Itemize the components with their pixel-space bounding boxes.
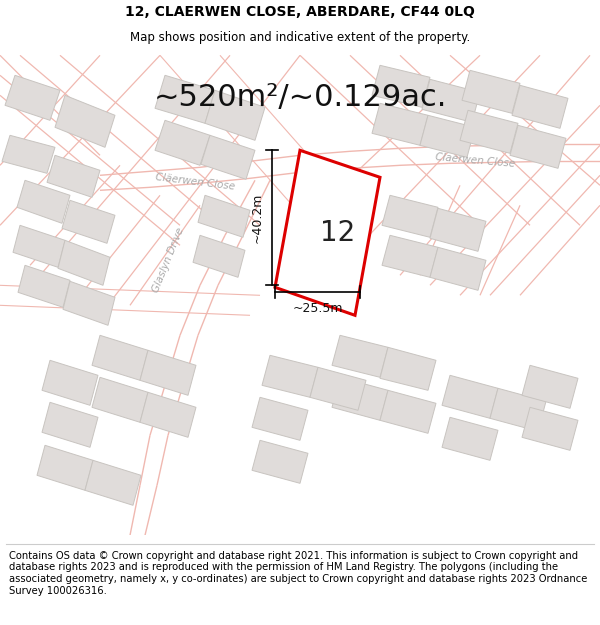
Polygon shape (140, 350, 196, 396)
Polygon shape (422, 79, 480, 122)
Polygon shape (252, 440, 308, 483)
Polygon shape (442, 418, 498, 460)
Text: Map shows position and indicative extent of the property.: Map shows position and indicative extent… (130, 31, 470, 44)
Polygon shape (460, 110, 518, 153)
Polygon shape (42, 360, 98, 405)
Polygon shape (155, 120, 210, 165)
Polygon shape (522, 408, 578, 450)
Polygon shape (262, 355, 318, 398)
Polygon shape (490, 388, 546, 431)
Text: ~40.2m: ~40.2m (251, 192, 264, 243)
Polygon shape (512, 85, 568, 128)
Text: Cläerwen Close: Cläerwen Close (155, 173, 235, 192)
Polygon shape (92, 335, 148, 380)
Polygon shape (382, 195, 438, 238)
Polygon shape (462, 70, 520, 113)
Polygon shape (380, 348, 436, 390)
Text: Glaslyn Drive: Glaslyn Drive (151, 226, 185, 294)
Polygon shape (275, 150, 380, 315)
Polygon shape (382, 235, 438, 278)
Polygon shape (310, 368, 366, 410)
Polygon shape (17, 180, 70, 223)
Polygon shape (205, 90, 265, 140)
Polygon shape (47, 155, 100, 198)
Polygon shape (430, 208, 486, 251)
Polygon shape (380, 390, 436, 433)
Text: Contains OS data © Crown copyright and database right 2021. This information is : Contains OS data © Crown copyright and d… (9, 551, 587, 596)
Polygon shape (252, 398, 308, 440)
Polygon shape (193, 235, 245, 278)
Polygon shape (510, 125, 566, 168)
Polygon shape (442, 375, 498, 418)
Polygon shape (63, 281, 115, 325)
Polygon shape (85, 460, 141, 505)
Polygon shape (55, 95, 115, 148)
Polygon shape (372, 103, 428, 145)
Polygon shape (201, 135, 255, 179)
Polygon shape (13, 225, 65, 268)
Polygon shape (37, 445, 93, 490)
Polygon shape (92, 378, 148, 423)
Text: ~25.5m: ~25.5m (292, 302, 343, 315)
Polygon shape (332, 378, 388, 420)
Text: 12, CLAERWEN CLOSE, ABERDARE, CF44 0LQ: 12, CLAERWEN CLOSE, ABERDARE, CF44 0LQ (125, 6, 475, 19)
Polygon shape (420, 115, 475, 158)
Text: ~520m²/~0.129ac.: ~520m²/~0.129ac. (154, 82, 446, 112)
Polygon shape (140, 392, 196, 438)
Polygon shape (5, 75, 60, 120)
Polygon shape (198, 195, 250, 238)
Polygon shape (155, 75, 215, 123)
Polygon shape (2, 135, 55, 173)
Text: Claerwen Close: Claerwen Close (434, 152, 515, 169)
Polygon shape (42, 402, 98, 448)
Polygon shape (332, 335, 388, 378)
Polygon shape (430, 248, 486, 290)
Polygon shape (62, 200, 115, 243)
Polygon shape (18, 265, 70, 308)
Polygon shape (58, 240, 110, 285)
Polygon shape (522, 365, 578, 408)
Polygon shape (372, 65, 430, 108)
Text: 12: 12 (320, 219, 355, 246)
